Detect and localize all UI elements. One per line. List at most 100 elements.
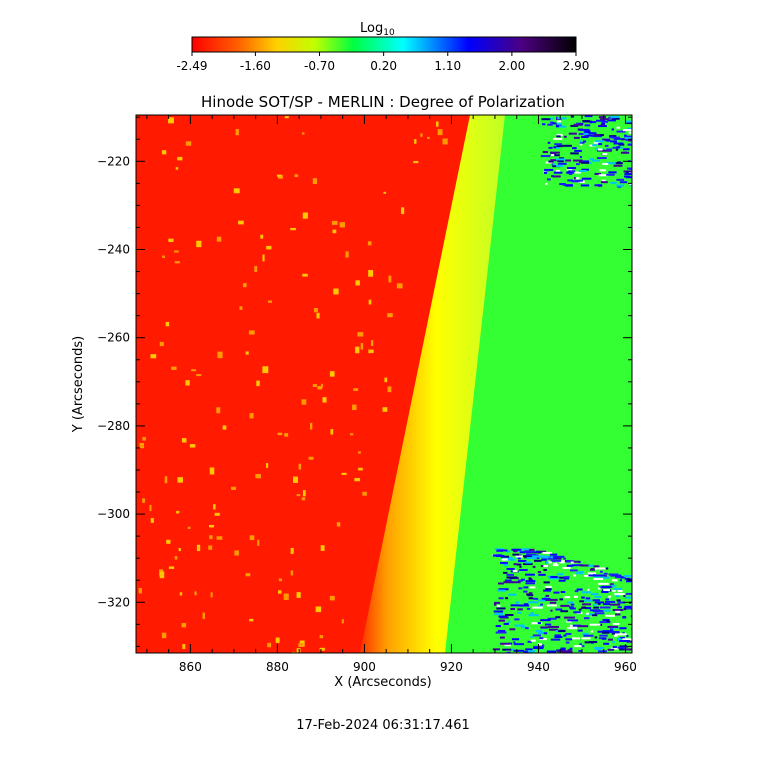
noise-cell [528, 614, 539, 617]
disk-speckle [238, 220, 244, 225]
disk-speckle [290, 547, 294, 554]
noise-cell [510, 607, 516, 610]
noise-cell [610, 115, 620, 118]
noise-cell [545, 169, 550, 172]
noise-cell [556, 133, 563, 136]
disk-speckle [174, 261, 180, 264]
noise-cell [563, 135, 567, 138]
noise-cell [525, 627, 529, 630]
noise-cell [578, 169, 587, 172]
disk-speckle [254, 265, 258, 272]
disk-speckle [384, 377, 388, 383]
noise-cell [549, 601, 557, 604]
disk-speckle [202, 612, 205, 620]
noise-cell [612, 608, 624, 611]
noise-cell [569, 607, 576, 610]
noise-cell [626, 127, 632, 130]
noise-cell [570, 561, 575, 564]
noise-cell [570, 152, 579, 155]
noise-cell [616, 637, 622, 640]
disk-speckle [302, 273, 308, 277]
plot-frame [135, 114, 633, 654]
disk-speckle [296, 648, 301, 653]
noise-cell [506, 567, 515, 570]
disk-speckle [159, 341, 164, 347]
noise-cell [552, 122, 557, 125]
noise-cell [520, 626, 527, 629]
noise-cell [631, 594, 632, 597]
disk-speckle [357, 332, 364, 337]
disk-speckle [159, 571, 165, 579]
noise-cell [592, 144, 597, 147]
noise-cell [543, 599, 551, 602]
disk-speckle [245, 351, 249, 355]
noise-cell [581, 168, 589, 171]
disk-speckle [358, 451, 361, 454]
noise-cell [594, 601, 605, 604]
noise-cell [619, 636, 625, 639]
noise-cell [552, 163, 556, 166]
noise-cell [543, 568, 547, 571]
noise-cell [623, 607, 632, 610]
noise-cell [593, 577, 604, 580]
noise-cell [619, 579, 623, 582]
noise-cell [512, 570, 518, 573]
noise-cell [498, 582, 504, 585]
noise-cell [529, 586, 536, 589]
heatmap-image [136, 115, 632, 653]
noise-cell [589, 623, 601, 626]
disk-speckle [360, 342, 364, 350]
noise-cell [620, 146, 624, 149]
noise-cell [625, 592, 632, 595]
noise-cell [543, 171, 548, 174]
disk-speckle [196, 374, 202, 377]
disk-speckle [185, 141, 192, 146]
noise-cell [543, 597, 551, 600]
noise-cell [541, 123, 546, 126]
noise-cell [618, 143, 625, 146]
noise-cell [585, 607, 592, 610]
noise-cell [502, 558, 508, 561]
noise-cell [544, 596, 547, 599]
noise-cell [500, 561, 508, 564]
noise-cell [592, 599, 600, 602]
noise-cell [508, 642, 513, 645]
disk-speckle [301, 497, 306, 501]
noise-cell [508, 593, 517, 596]
noise-cell [558, 579, 566, 582]
noise-cell [556, 650, 568, 653]
noise-cell [599, 621, 611, 624]
noise-cell [532, 565, 536, 568]
noise-cell [556, 146, 560, 149]
x-tick-label: 880 [266, 660, 289, 674]
noise-cell [556, 573, 564, 576]
noise-cell [565, 632, 572, 635]
disk-speckle [330, 429, 334, 435]
noise-cell [570, 603, 575, 606]
noise-cell [528, 601, 539, 604]
noise-cell [585, 597, 591, 600]
noise-cell [531, 622, 542, 625]
disk-speckle [239, 306, 243, 310]
noise-cell [513, 643, 524, 646]
noise-cell [548, 557, 552, 560]
noise-cell [575, 572, 583, 575]
noise-cell [582, 645, 585, 648]
noise-cell [527, 594, 534, 597]
noise-cell [493, 601, 501, 604]
noise-cell [572, 147, 577, 150]
noise-cell [579, 128, 590, 131]
disk-speckle [165, 321, 170, 327]
noise-cell [517, 611, 522, 614]
noise-cell [598, 116, 607, 119]
noise-cell [496, 607, 506, 610]
noise-cell [607, 625, 619, 628]
noise-cell [583, 617, 590, 620]
noise-cell [611, 579, 618, 582]
noise-cell [592, 565, 600, 568]
noise-cell [537, 631, 547, 634]
noise-cell [624, 134, 627, 137]
noise-cell [603, 642, 610, 645]
noise-cell [493, 554, 503, 557]
disk-speckle [262, 366, 269, 374]
